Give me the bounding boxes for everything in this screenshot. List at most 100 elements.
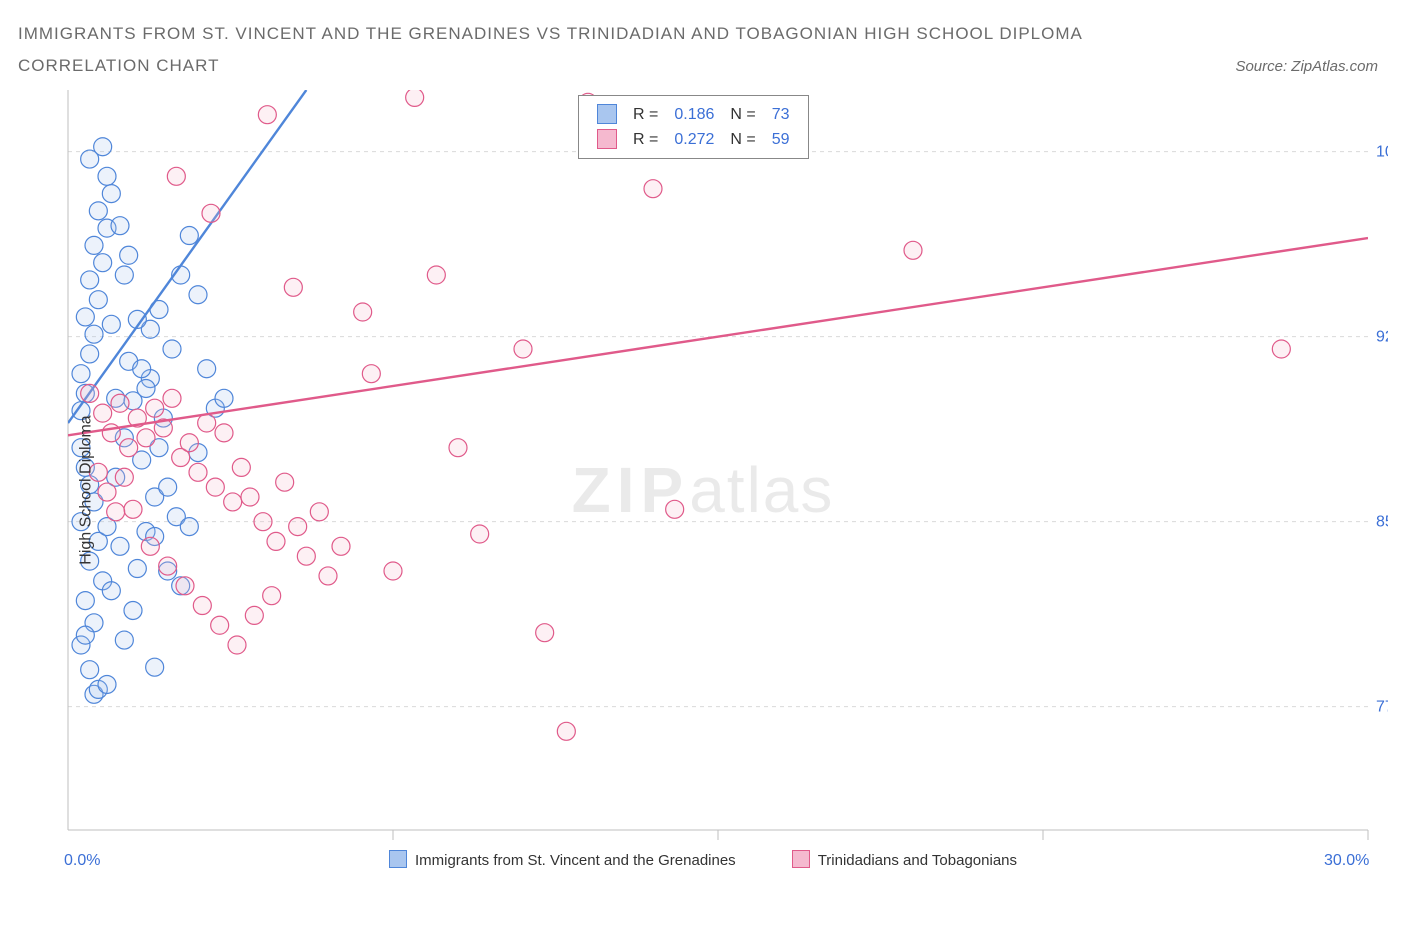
data-point <box>133 360 151 378</box>
data-point <box>215 424 233 442</box>
data-point <box>98 167 116 185</box>
data-point <box>276 473 294 491</box>
data-point <box>332 537 350 555</box>
data-point <box>163 340 181 358</box>
data-point <box>206 478 224 496</box>
title-line-2: CORRELATION CHART <box>18 50 1406 82</box>
data-point <box>120 439 138 457</box>
data-point <box>81 345 99 363</box>
data-point <box>198 360 216 378</box>
stats-row: R =0.272N =59 <box>589 127 798 152</box>
stat-n-label: N = <box>722 102 763 127</box>
data-point <box>146 658 164 676</box>
data-point <box>297 547 315 565</box>
legend-label: Immigrants from St. Vincent and the Gren… <box>415 852 736 869</box>
data-point <box>85 325 103 343</box>
data-point <box>310 503 328 521</box>
data-point <box>115 631 133 649</box>
series-swatch <box>597 129 617 149</box>
y-tick-label: 100.0% <box>1376 144 1388 161</box>
stat-r-label: R = <box>625 127 666 152</box>
data-point <box>245 606 263 624</box>
data-point <box>94 254 112 272</box>
data-point <box>406 90 424 106</box>
title-block: IMMIGRANTS FROM ST. VINCENT AND THE GREN… <box>0 0 1406 83</box>
data-point <box>193 597 211 615</box>
data-point <box>81 661 99 679</box>
stats-row: R =0.186N =73 <box>589 102 798 127</box>
data-point <box>202 204 220 222</box>
bottom-legend: Immigrants from St. Vincent and the Gren… <box>18 850 1388 890</box>
data-point <box>176 577 194 595</box>
data-point <box>471 525 489 543</box>
data-point <box>89 202 107 220</box>
chart-area: High School Diploma 77.5% 85.0% 92.5% 100.0… <box>18 90 1388 890</box>
data-point <box>258 106 276 124</box>
data-point <box>137 379 155 397</box>
data-point <box>289 518 307 536</box>
data-point <box>284 278 302 296</box>
legend-swatch <box>792 850 810 868</box>
series-swatch <box>597 104 617 124</box>
data-point <box>254 513 272 531</box>
data-point <box>384 562 402 580</box>
title-line-1: IMMIGRANTS FROM ST. VINCENT AND THE GREN… <box>18 18 1406 50</box>
data-point <box>94 404 112 422</box>
data-point <box>94 138 112 156</box>
data-point <box>557 722 575 740</box>
data-point <box>76 592 94 610</box>
data-point <box>102 582 120 600</box>
data-point <box>180 434 198 452</box>
data-point <box>115 266 133 284</box>
data-point <box>81 271 99 289</box>
data-point <box>107 503 125 521</box>
data-point <box>189 286 207 304</box>
data-point <box>81 384 99 402</box>
data-point <box>163 389 181 407</box>
data-point <box>159 478 177 496</box>
data-point <box>514 340 532 358</box>
legend-item: Trinidadians and Tobagonians <box>792 850 1017 869</box>
data-point <box>89 291 107 309</box>
series <box>81 90 1291 740</box>
y-tick-label: 85.0% <box>1376 514 1388 531</box>
legend-label: Trinidadians and Tobagonians <box>818 852 1017 869</box>
data-point <box>241 488 259 506</box>
data-point <box>536 624 554 642</box>
data-point <box>111 394 129 412</box>
data-point <box>102 424 120 442</box>
y-axis-label: High School Diploma <box>78 415 96 564</box>
data-point <box>98 483 116 501</box>
data-point <box>211 616 229 634</box>
data-point <box>146 399 164 417</box>
stat-r-label: R = <box>625 102 666 127</box>
source-label: Source: ZipAtlas.com <box>1235 58 1378 75</box>
stats-legend-box: R =0.186N =73R =0.272N =59 <box>578 95 809 159</box>
stat-r-value: 0.272 <box>666 127 722 152</box>
data-point <box>76 308 94 326</box>
data-point <box>319 567 337 585</box>
data-point <box>215 389 233 407</box>
legend-swatch <box>389 850 407 868</box>
scatter-chart: 77.5% 85.0% 92.5% 100.0% <box>18 90 1388 890</box>
data-point <box>102 185 120 203</box>
stat-r-value: 0.186 <box>666 102 722 127</box>
data-point <box>167 167 185 185</box>
data-point <box>232 458 250 476</box>
data-point <box>98 675 116 693</box>
data-point <box>102 315 120 333</box>
data-point <box>180 227 198 245</box>
data-point <box>198 414 216 432</box>
data-point <box>449 439 467 457</box>
data-point <box>111 537 129 555</box>
data-point <box>180 518 198 536</box>
data-point <box>137 429 155 447</box>
data-point <box>224 493 242 511</box>
data-point <box>115 468 133 486</box>
data-point <box>159 557 177 575</box>
data-point <box>362 365 380 383</box>
data-point <box>904 241 922 259</box>
y-tick-label: 92.5% <box>1376 329 1388 346</box>
y-tick-label: 77.5% <box>1376 699 1388 716</box>
data-point <box>128 560 146 578</box>
